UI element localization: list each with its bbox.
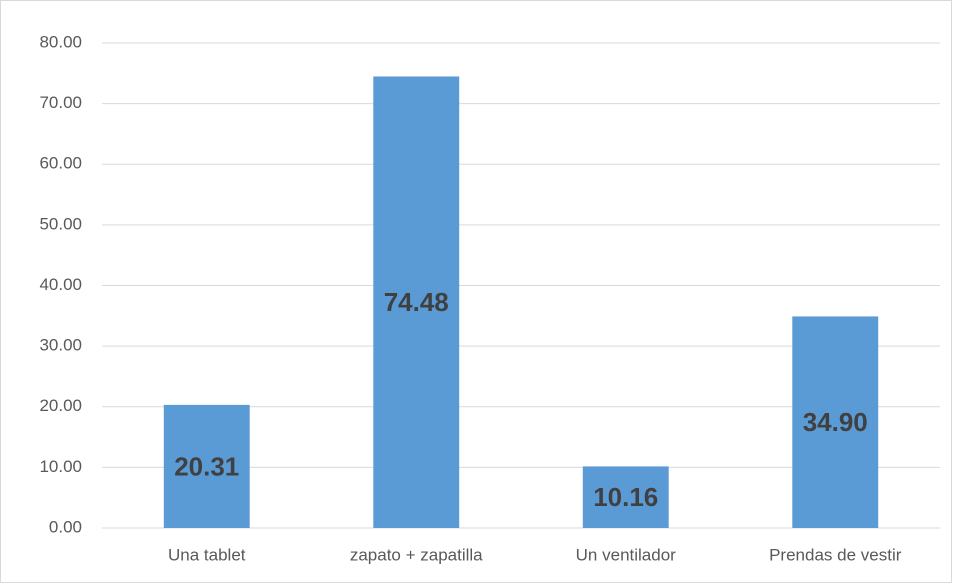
y-tick-label: 80.00 <box>39 32 82 51</box>
y-tick-label: 40.00 <box>39 275 82 294</box>
y-tick-label: 60.00 <box>39 154 82 173</box>
y-tick-label: 30.00 <box>39 336 82 355</box>
y-tick-label: 20.00 <box>39 396 82 415</box>
x-tick-label: Prendas de vestir <box>769 545 902 564</box>
x-tick-label: zapato + zapatilla <box>350 545 483 564</box>
y-tick-label: 0.00 <box>49 517 82 536</box>
x-tick-label: Una tablet <box>168 545 246 564</box>
x-tick-label: Un ventilador <box>576 545 677 564</box>
data-label: 74.48 <box>384 287 449 317</box>
data-label: 10.16 <box>593 482 658 512</box>
bar <box>792 316 879 528</box>
bar <box>163 404 250 528</box>
y-tick-label: 10.00 <box>39 457 82 476</box>
data-label: 34.90 <box>803 407 868 437</box>
y-tick-label: 50.00 <box>39 214 82 233</box>
bar <box>373 76 460 528</box>
bar <box>582 466 669 528</box>
data-label: 20.31 <box>174 451 239 481</box>
y-tick-label: 70.00 <box>39 93 82 112</box>
